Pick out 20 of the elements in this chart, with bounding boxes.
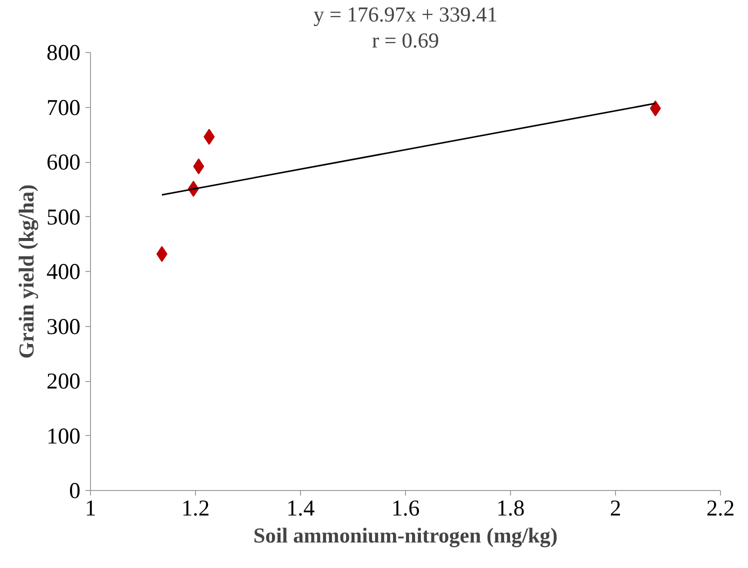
y-tick-label: 400 [46, 259, 80, 284]
text: r = 0.69 [372, 28, 440, 52]
x-tick-label: 1.4 [286, 496, 315, 520]
y-tick-label: 300 [46, 314, 80, 339]
y-tick-label: 700 [46, 94, 80, 120]
y-tick-label: 500 [46, 204, 80, 230]
y-tick-label: 600 [46, 150, 80, 174]
x-tick-label: 2 [610, 496, 622, 520]
x-tick-label: 1.6 [391, 496, 420, 520]
y-tick-label: 800 [46, 40, 80, 65]
x-tick-label: 1.8 [496, 496, 525, 520]
text: y = 176.97x + 339.41 [313, 2, 498, 26]
x-tick-label: 2.2 [706, 496, 735, 520]
x-axis-title: Soil ammonium-nitrogen (mg/kg) [253, 524, 558, 548]
x-tick-label: 1.2 [181, 496, 210, 520]
x-tick-label: 1 [84, 496, 96, 520]
y-axis-title: Grain yield (kg/ha) [14, 184, 39, 359]
y-tick-label: 100 [46, 423, 80, 448]
y-tick-label: 200 [46, 368, 80, 394]
y-tick-label: 0 [69, 478, 80, 503]
